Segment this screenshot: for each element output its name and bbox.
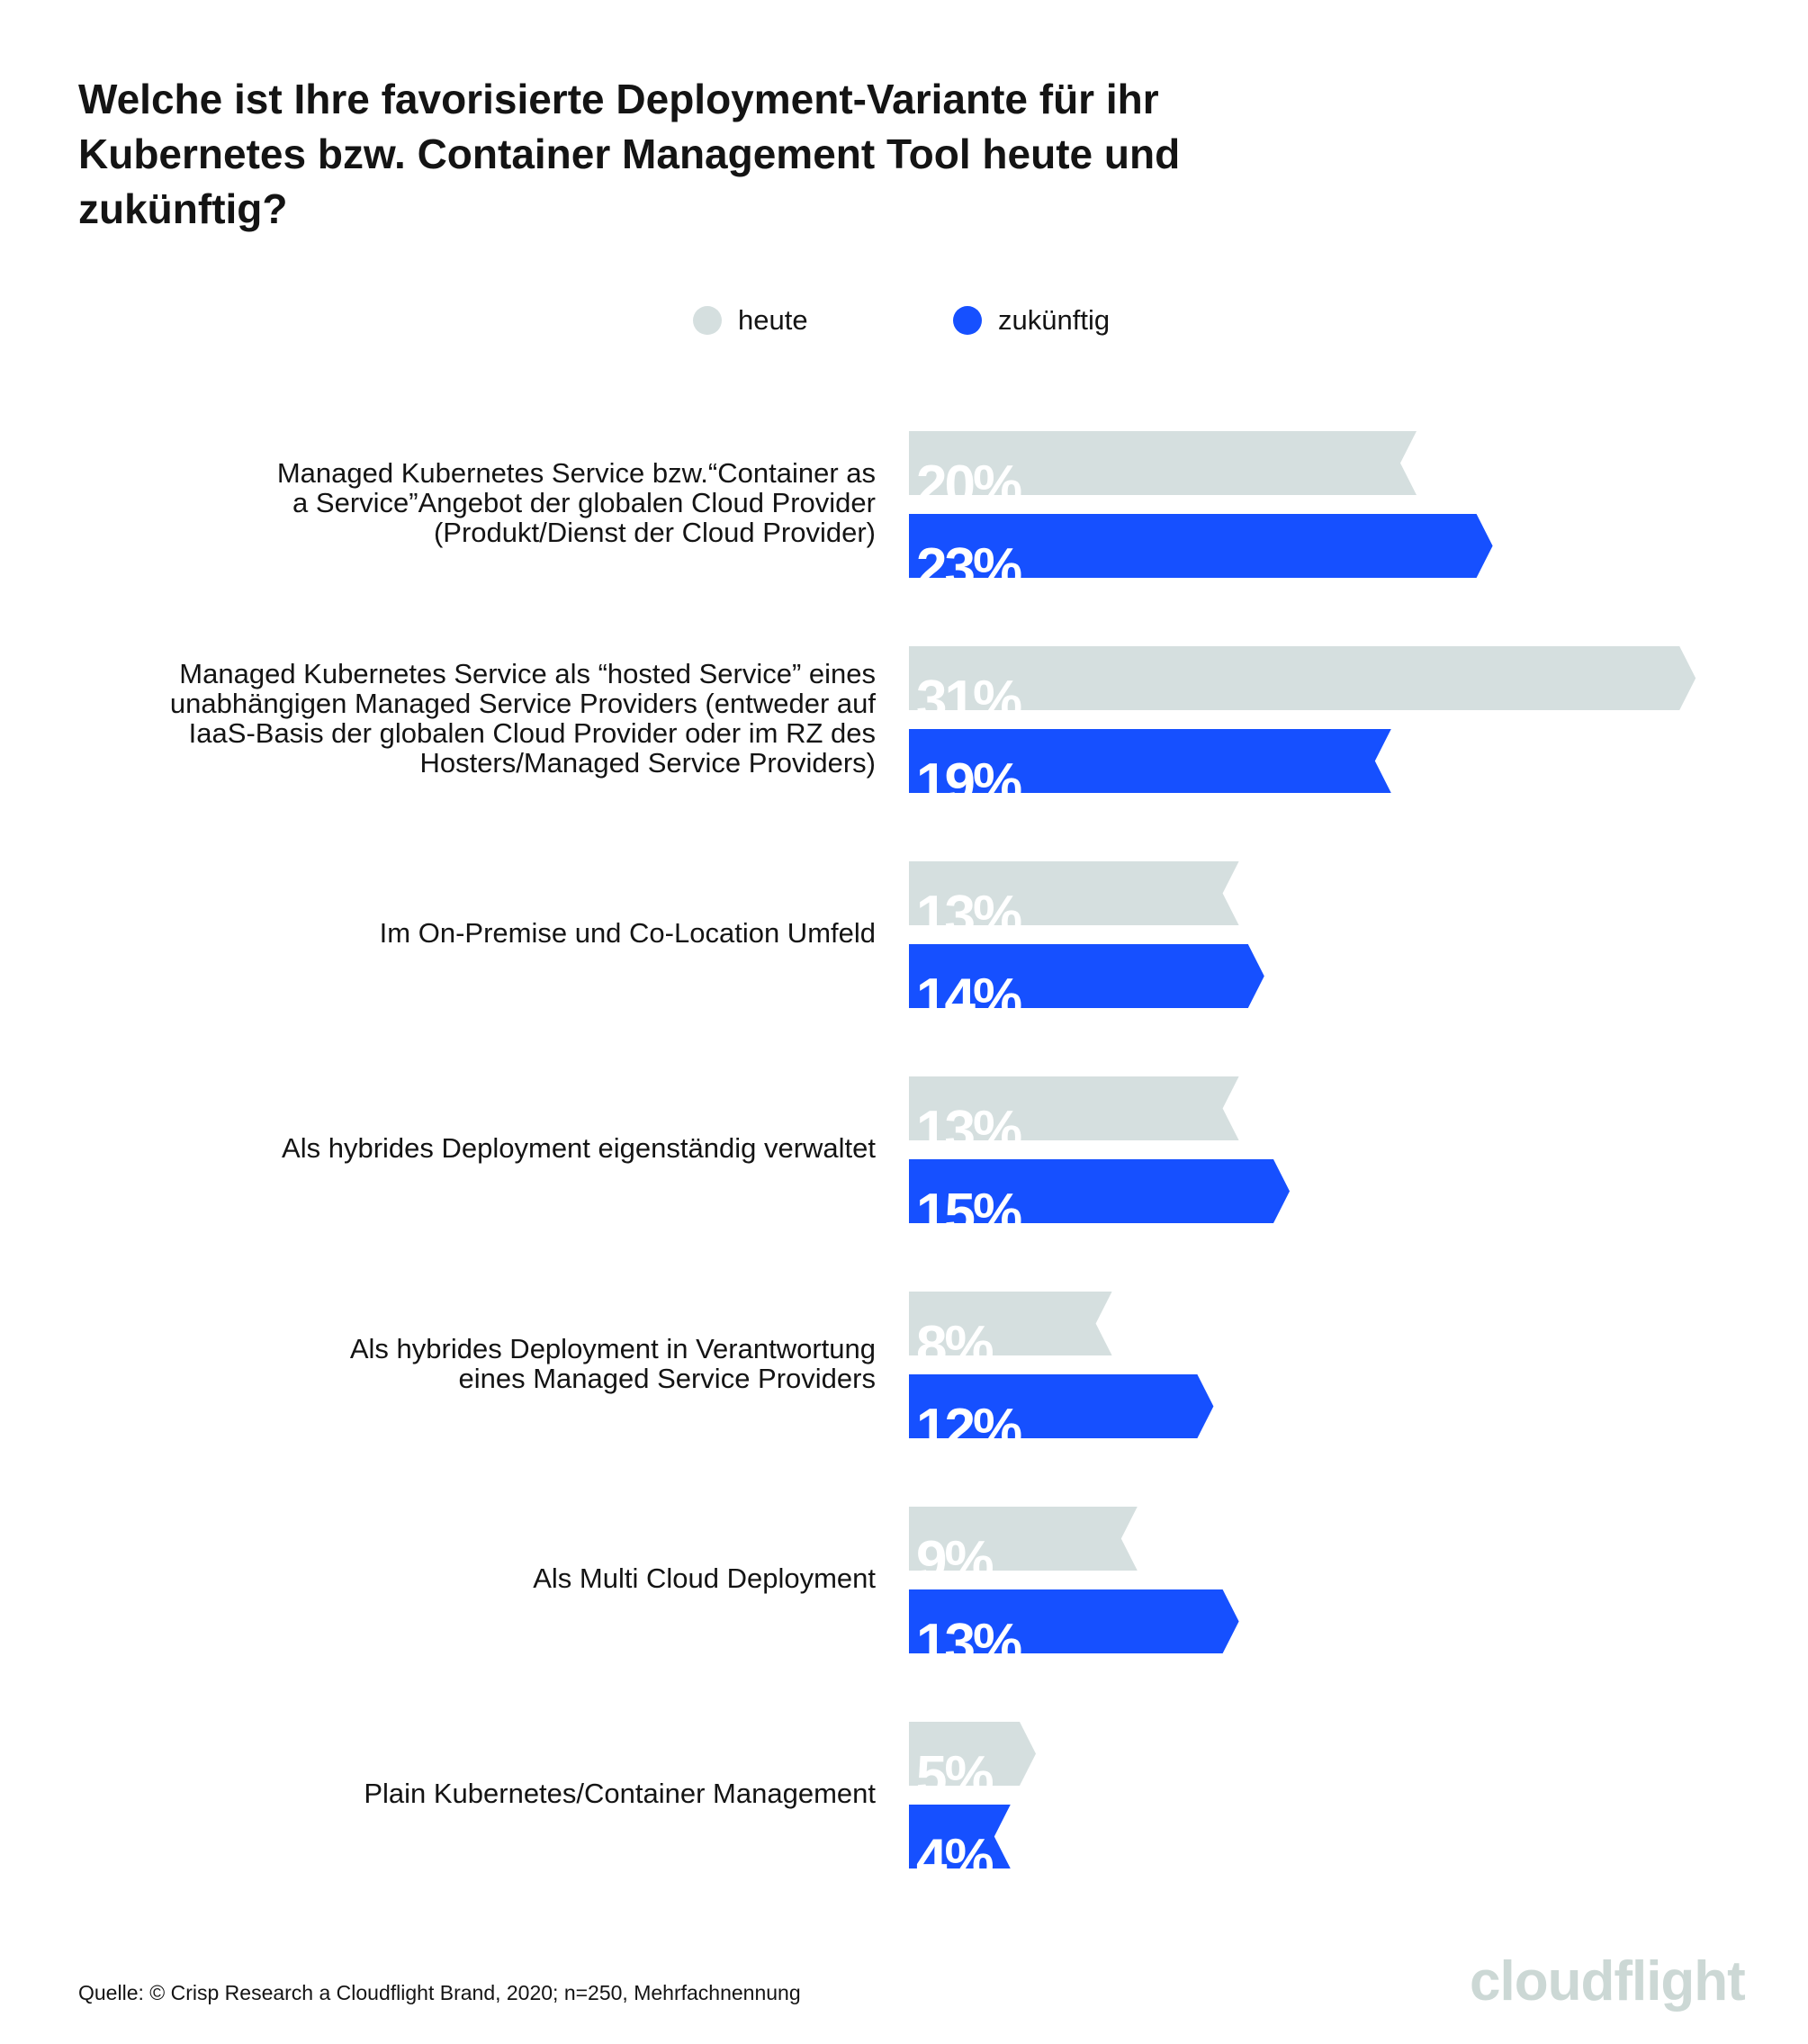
legend: heute zukünftig xyxy=(0,304,1808,344)
category-label-line: IaaS-Basis der globalen Cloud Provider o… xyxy=(188,716,876,749)
category-label: Managed Kubernetes Service als “hosted S… xyxy=(66,659,876,778)
category-label-line: Managed Kubernetes Service bzw.“Containe… xyxy=(276,457,876,489)
bar-heute-4 xyxy=(909,1292,1112,1355)
value-label-zukuenftig-4: 12% xyxy=(916,1398,1021,1460)
value-label-heute-4: 8% xyxy=(916,1315,993,1377)
bar-heute-5 xyxy=(909,1507,1138,1571)
category-label: Als hybrides Deployment in Verantwortung… xyxy=(66,1334,876,1393)
category-label-line: Im On-Premise und Co-Location Umfeld xyxy=(379,917,876,949)
bar-zukuenftig-6 xyxy=(909,1805,1011,1868)
chart-title: Welche ist Ihre favorisierte Deployment-… xyxy=(78,76,1181,232)
category-label-line: Plain Kubernetes/Container Management xyxy=(364,1778,876,1809)
legend-swatch-heute xyxy=(693,306,722,335)
legend-label-heute: heute xyxy=(738,304,808,336)
category-label-line: eines Managed Service Providers xyxy=(458,1362,876,1394)
category-label: Im On-Premise und Co-Location Umfeld xyxy=(66,918,876,948)
category-label-line: Als hybrides Deployment in Verantwortung xyxy=(349,1332,876,1364)
bar-heute-0 xyxy=(909,431,1417,495)
bar-zukuenftig-2 xyxy=(909,944,1264,1008)
value-label-zukuenftig-5: 13% xyxy=(916,1613,1021,1675)
cloudflight-logo: cloudflight xyxy=(1470,1950,1746,2012)
category-label: Managed Kubernetes Service bzw.“Containe… xyxy=(66,458,876,547)
category-label-line: Als Multi Cloud Deployment xyxy=(533,1562,876,1594)
value-label-heute-3: 13% xyxy=(916,1100,1021,1162)
category-label: Als hybrides Deployment eigenständig ver… xyxy=(66,1133,876,1163)
value-label-zukuenftig-2: 14% xyxy=(916,968,1021,1030)
bar-heute-2 xyxy=(909,861,1239,925)
category-label: Als Multi Cloud Deployment xyxy=(66,1563,876,1593)
bar-heute-6 xyxy=(909,1722,1036,1786)
category-label-line: Hosters/Managed Service Providers) xyxy=(419,746,876,779)
value-label-heute-5: 9% xyxy=(916,1530,993,1592)
category-label-line: Als hybrides Deployment eigenständig ver… xyxy=(282,1132,876,1164)
value-label-heute-6: 5% xyxy=(916,1745,993,1807)
value-label-zukuenftig-6: 4% xyxy=(916,1828,993,1890)
legend-label-zukuenftig: zukünftig xyxy=(998,304,1111,336)
category-label-line: (Produkt/Dienst der Cloud Provider) xyxy=(433,517,876,548)
source-footer: Quelle: © Crisp Research a Cloudflight B… xyxy=(78,1981,801,2004)
value-label-heute-0: 20% xyxy=(916,455,1021,517)
bar-zukuenftig-5 xyxy=(909,1589,1239,1653)
bar-heute-3 xyxy=(909,1076,1239,1140)
bar-zukuenftig-1 xyxy=(909,729,1391,793)
category-label-line: Managed Kubernetes Service als “hosted S… xyxy=(179,657,876,689)
bar-zukuenftig-4 xyxy=(909,1374,1214,1438)
category-label-line: a Service”Angebot der globalen Cloud Pro… xyxy=(292,487,876,518)
legend-item-zukuenftig: zukünftig xyxy=(953,304,1110,337)
value-label-zukuenftig-0: 23% xyxy=(916,537,1021,599)
bar-zukuenftig-3 xyxy=(909,1159,1290,1223)
category-label-line: unabhängigen Managed Service Providers (… xyxy=(169,687,876,719)
legend-item-heute: heute xyxy=(693,304,808,337)
value-label-heute-2: 13% xyxy=(916,885,1021,947)
legend-swatch-zukuenftig xyxy=(953,306,982,335)
value-label-heute-1: 31% xyxy=(916,670,1021,732)
category-label: Plain Kubernetes/Container Management xyxy=(66,1778,876,1808)
value-label-zukuenftig-1: 19% xyxy=(916,752,1021,815)
value-label-zukuenftig-3: 15% xyxy=(916,1183,1021,1245)
bar-heute-1 xyxy=(909,646,1696,710)
bar-zukuenftig-0 xyxy=(909,514,1493,578)
